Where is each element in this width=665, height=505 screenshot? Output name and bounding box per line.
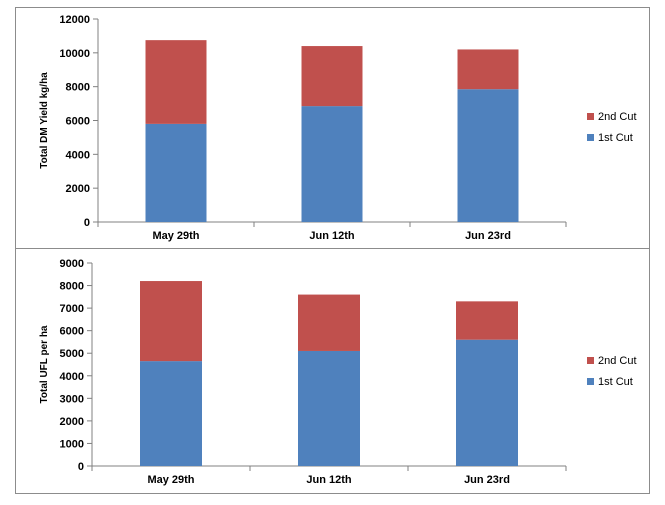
chart1-y-tick-label: 8000 (66, 82, 90, 94)
chart2-bar-second-cut (298, 294, 360, 351)
chart2-y-tick-label: 9000 (60, 258, 84, 270)
chart2-y-axis-label: Total UFL per ha (39, 325, 50, 403)
chart1-legend-label-second-cut: 2nd Cut (598, 111, 637, 123)
chart2-y-tick-label: 6000 (60, 326, 84, 338)
chart1-bar-second-cut (145, 40, 207, 124)
chart2-x-tick-label: Jun 12th (306, 474, 352, 486)
chart1-x-tick-label: Jun 12th (309, 230, 355, 242)
chart2-y-tick-label: 1000 (60, 438, 84, 450)
chart1-bar-first-cut (301, 106, 363, 222)
chart1-y-tick-label: 10000 (59, 48, 90, 60)
chart1-legend-swatch-first-cut (587, 134, 594, 141)
chart1-bar-first-cut (145, 123, 207, 222)
chart2-x-tick-label: Jun 23rd (464, 474, 510, 486)
chart2-bar-first-cut (298, 350, 360, 466)
chart1-bar-second-cut (457, 49, 519, 90)
chart2-y-tick-label: 5000 (60, 348, 84, 360)
chart1-legend-swatch-second-cut (587, 113, 594, 120)
chart1-y-axis-label: Total DM Yield kg/ha (39, 72, 50, 169)
chart2-legend-swatch-second-cut (587, 357, 594, 364)
chart1-y-tick-label: 0 (84, 217, 90, 229)
chart1-bar-first-cut (457, 89, 519, 223)
chart1-x-tick-label: May 29th (152, 230, 199, 242)
chart1-x-tick-label: Jun 23rd (465, 230, 511, 242)
chart1-y-tick-label: 4000 (66, 149, 90, 161)
chart2-y-tick-label: 7000 (60, 303, 84, 315)
chart1-y-tick-label: 12000 (59, 14, 90, 26)
panel-divider (15, 248, 650, 249)
chart2-bar-second-cut (456, 301, 518, 340)
chart2-y-tick-label: 4000 (60, 371, 84, 383)
chart2-x-tick-label: May 29th (147, 474, 194, 486)
chart2-bar-first-cut (456, 339, 518, 466)
chart2-y-tick-label: 8000 (60, 281, 84, 293)
chart1-bar-second-cut (301, 46, 363, 107)
chart1-y-tick-label: 6000 (66, 116, 90, 128)
chart2-bar-second-cut (140, 281, 202, 362)
chart1-y-tick-label: 2000 (66, 183, 90, 195)
chart2-y-tick-label: 2000 (60, 416, 84, 428)
chart2-y-tick-label: 3000 (60, 393, 84, 405)
chart2-y-tick-label: 0 (78, 461, 84, 473)
chart2-legend-label-first-cut: 1st Cut (598, 376, 633, 388)
chart2-legend-swatch-first-cut (587, 378, 594, 385)
chart1-legend-label-first-cut: 1st Cut (598, 132, 633, 144)
chart2-bar-first-cut (140, 361, 202, 466)
chart2-legend-label-second-cut: 2nd Cut (598, 355, 637, 367)
